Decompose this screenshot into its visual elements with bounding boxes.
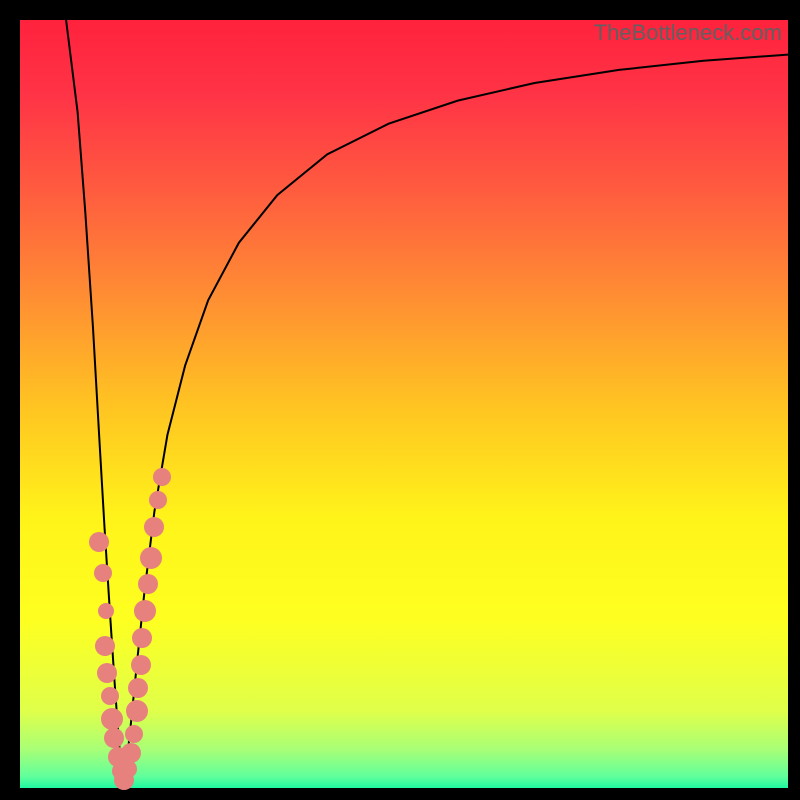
data-marker — [134, 600, 156, 622]
data-marker — [89, 532, 109, 552]
data-marker — [149, 491, 167, 509]
data-marker — [95, 636, 115, 656]
data-marker — [132, 628, 152, 648]
plot-area: TheBottleneck.com — [20, 20, 788, 788]
data-marker — [144, 517, 164, 537]
data-marker — [94, 564, 112, 582]
data-marker — [97, 663, 117, 683]
data-marker — [101, 687, 119, 705]
data-marker — [101, 708, 123, 730]
watermark-text: TheBottleneck.com — [594, 20, 782, 46]
data-marker — [153, 468, 171, 486]
data-marker — [104, 728, 124, 748]
data-marker — [126, 700, 148, 722]
data-marker — [131, 655, 151, 675]
data-marker — [128, 678, 148, 698]
data-marker — [125, 725, 143, 743]
data-marker — [98, 603, 114, 619]
data-marker — [140, 547, 162, 569]
data-marker — [138, 574, 158, 594]
data-marker — [121, 743, 141, 763]
